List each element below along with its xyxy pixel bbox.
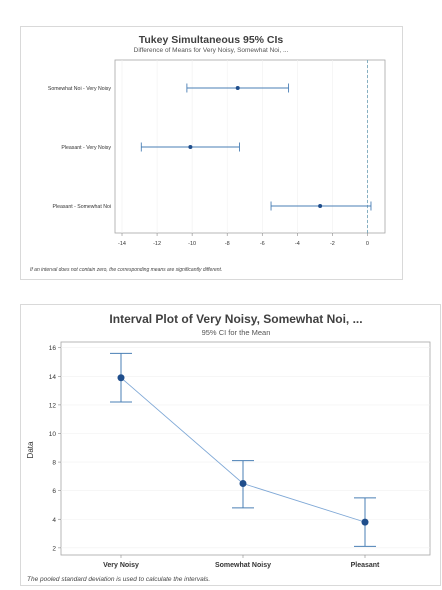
y-tick-label: 10 [49, 431, 57, 438]
category-label: Pleasant [351, 562, 380, 569]
category-label: Very Noisy [103, 562, 139, 569]
x-tick-label: -12 [153, 241, 161, 247]
mean-point [239, 480, 247, 488]
y-tick-label: 8 [52, 460, 56, 467]
tukey-chart-panel: Tukey Simultaneous 95% CIs Difference of… [20, 26, 403, 280]
tukey-note: If an interval does not contain zero, th… [30, 267, 222, 273]
interval-plot-title: Interval Plot of Very Noisy, Somewhat No… [109, 312, 362, 326]
category-label: Somewhat Noisy [215, 562, 271, 569]
category-label: Pleasant - Somewhat Noi [52, 204, 111, 210]
interval-plot-subtitle: 95% CI for the Mean [202, 328, 271, 337]
x-tick-label: -8 [225, 241, 230, 247]
x-tick-label: -4 [295, 241, 300, 247]
estimate-point [235, 86, 240, 90]
x-tick-label: 0 [366, 241, 369, 247]
estimate-point [188, 145, 193, 149]
x-tick-label: -2 [330, 241, 335, 247]
x-tick-label: -10 [188, 241, 196, 247]
x-tick-label: -14 [118, 241, 126, 247]
y-tick-label: 2 [52, 545, 56, 552]
interval-plot: Interval Plot of Very Noisy, Somewhat No… [26, 312, 431, 583]
tukey-chart: Tukey Simultaneous 95% CIs Difference of… [30, 34, 386, 273]
y-tick-label: 16 [49, 345, 57, 352]
tukey-plot-area [114, 59, 386, 234]
category-label: Pleasant - Very Noisy [61, 145, 111, 151]
tukey-chart-subtitle: Difference of Means for Very Noisy, Some… [134, 47, 289, 54]
y-tick-label: 12 [49, 402, 57, 409]
x-tick-label: -6 [260, 241, 265, 247]
y-axis-label: Data [26, 441, 35, 458]
mean-point [117, 374, 125, 382]
tukey-chart-title: Tukey Simultaneous 95% CIs [139, 34, 284, 46]
y-tick-label: 6 [52, 488, 56, 495]
interval-plot-note: The pooled standard deviation is used to… [27, 576, 210, 583]
mean-point [361, 518, 369, 526]
y-tick-label: 4 [52, 517, 56, 524]
interval-plot-panel: Interval Plot of Very Noisy, Somewhat No… [20, 304, 441, 586]
estimate-point [318, 204, 323, 208]
y-tick-label: 14 [49, 374, 57, 381]
interval-plot-area [60, 341, 431, 556]
category-label: Somewhat Noi - Very Noisy [48, 86, 112, 92]
